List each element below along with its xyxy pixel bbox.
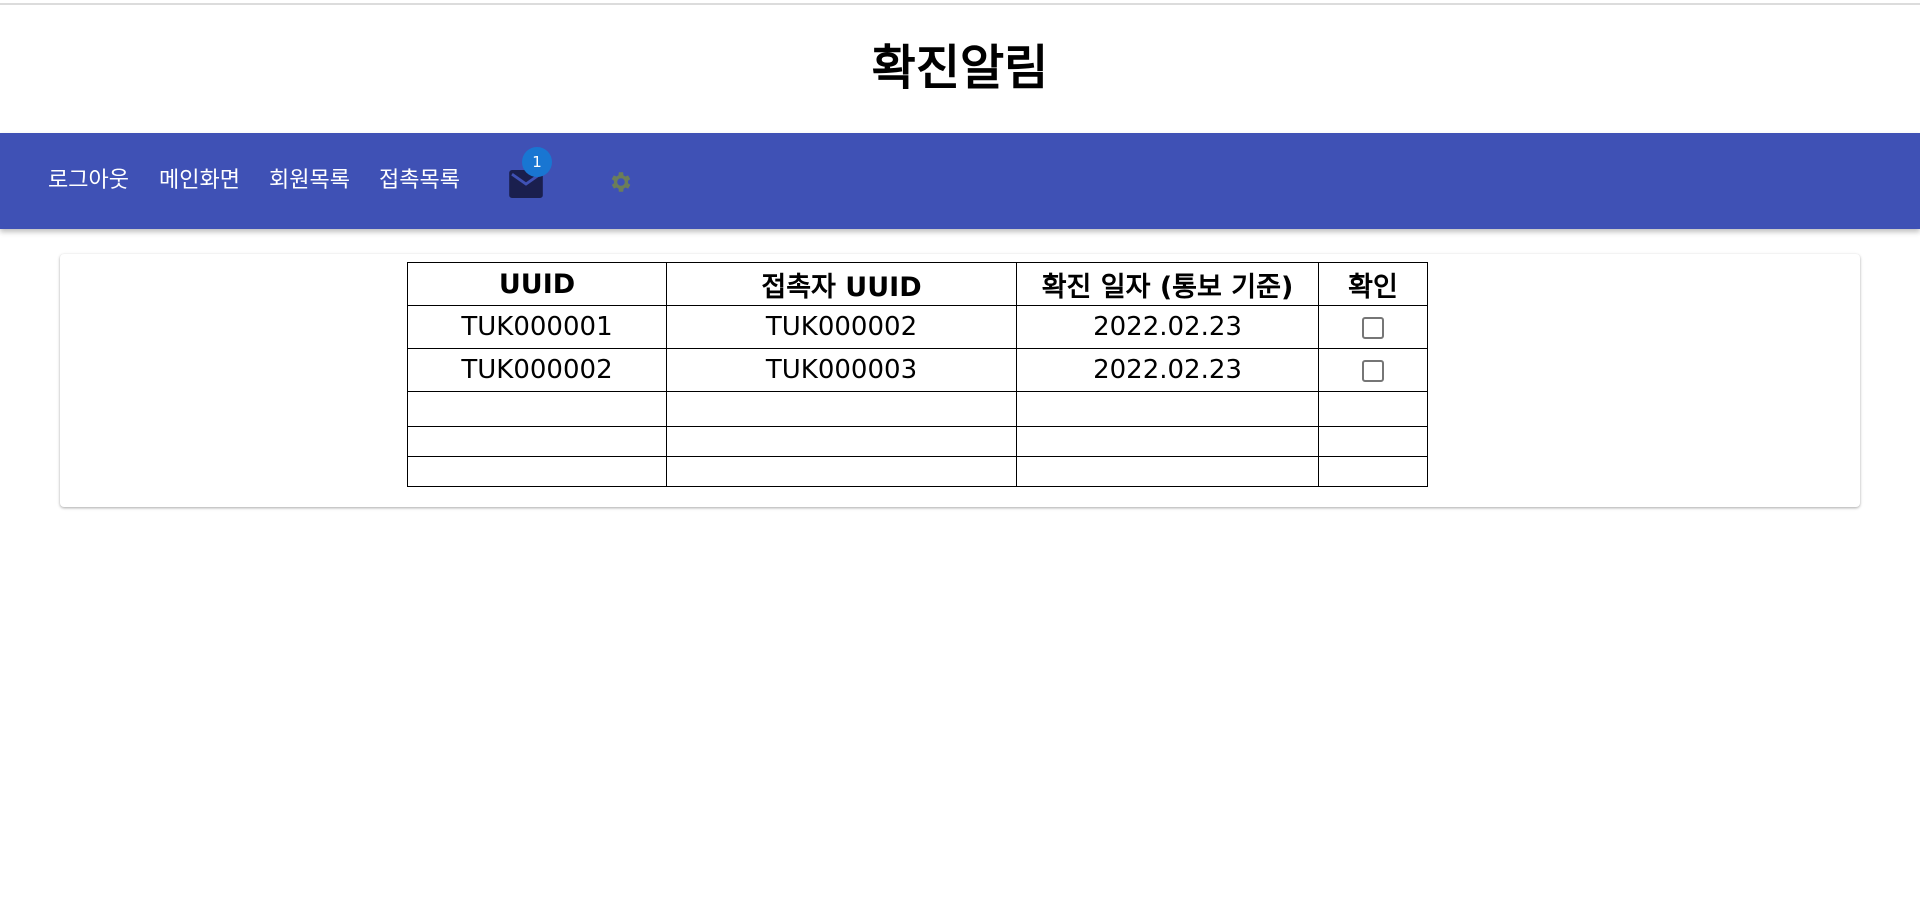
page-title: 확진알림 [871,40,1049,96]
top-divider [0,3,1920,5]
header-confirmed-date: 확진 일자 (통보 기준) [1016,262,1319,306]
empty-cell [1318,426,1428,457]
empty-cell [666,391,1017,427]
alerts-table: UUID 접촉자 UUID 확진 일자 (통보 기준) 확인 TUK000001… [407,262,1428,487]
cell-contact-uuid: TUK000003 [666,348,1017,392]
cell-date: 2022.02.23 [1016,305,1319,349]
alerts-card: UUID 접촉자 UUID 확진 일자 (통보 기준) 확인 TUK000001… [60,254,1860,507]
empty-cell [1016,391,1319,427]
nav-logout-link[interactable]: 로그아웃 [48,168,129,193]
empty-cell [1318,391,1428,427]
table-row: TUK000002 TUK000003 2022.02.23 [407,348,1428,392]
cell-confirm [1318,305,1428,349]
empty-cell [1318,456,1428,487]
empty-cell [666,426,1017,457]
nav-members-link[interactable]: 회원목록 [269,168,350,193]
cell-confirm [1318,348,1428,392]
nav-contacts-link[interactable]: 접촉목록 [379,168,460,193]
nav-main-link[interactable]: 메인화면 [159,168,240,193]
empty-table-row [407,391,1428,427]
header-uuid: UUID [407,262,667,306]
header-confirm: 확인 [1318,262,1428,306]
mail-icon [509,170,543,198]
empty-table-row [407,426,1428,457]
empty-cell [407,456,667,487]
cell-date: 2022.02.23 [1016,348,1319,392]
empty-cell [1016,456,1319,487]
mail-button[interactable] [506,164,546,204]
empty-cell [1016,426,1319,457]
header-contact-uuid: 접촉자 UUID [666,262,1017,306]
empty-cell [407,391,667,427]
confirm-checkbox[interactable] [1362,359,1384,382]
empty-cell [666,456,1017,487]
table-row: TUK000001 TUK000002 2022.02.23 [407,305,1428,349]
cell-contact-uuid: TUK000002 [666,305,1017,349]
settings-button[interactable] [608,169,634,195]
confirm-checkbox[interactable] [1362,316,1384,339]
table-header-row: UUID 접촉자 UUID 확진 일자 (통보 기준) 확인 [407,262,1428,306]
cell-uuid: TUK000002 [407,348,667,392]
navbar: 로그아웃 메인화면 회원목록 접촉목록 1 [0,133,1920,229]
empty-cell [407,426,667,457]
cell-uuid: TUK000001 [407,305,667,349]
gear-icon [611,172,631,192]
notification-badge: 1 [522,147,552,177]
empty-table-row [407,456,1428,487]
